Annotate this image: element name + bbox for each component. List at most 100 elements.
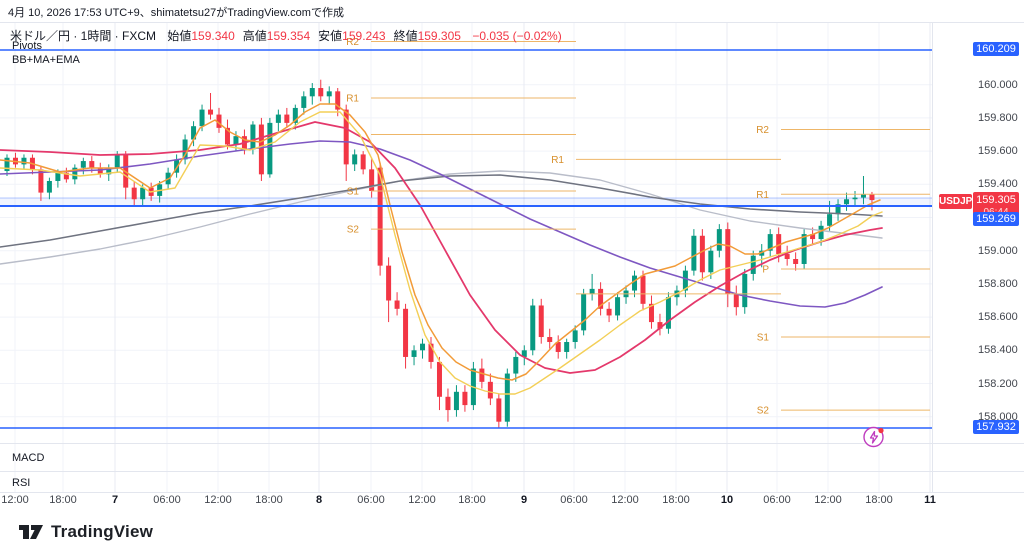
time-axis-label: 18:00 (662, 494, 690, 506)
candle-body (716, 229, 722, 251)
candle-body (699, 235, 705, 273)
price-axis-label: 160.000 (978, 78, 1018, 91)
candle-body (309, 88, 315, 97)
candle-body (776, 234, 782, 255)
candle-body (657, 322, 663, 329)
candle-body (335, 91, 341, 110)
pivot-label-S2: S2 (757, 406, 770, 417)
candle-body (496, 398, 502, 422)
time-axis-border (0, 492, 1024, 493)
candle-body (784, 254, 790, 260)
time-axis-label: 12:00 (611, 494, 639, 506)
legend-ohlc-values: 始値159.340 高値159.354 安値159.243 終値159.305 (159, 29, 461, 43)
candle-body (827, 214, 833, 226)
tradingview-logo[interactable]: TradingView (18, 521, 153, 543)
candle-body (4, 157, 10, 172)
alert-lightning-icon[interactable] (862, 425, 886, 449)
candle-body (72, 167, 78, 180)
candle-body (479, 368, 485, 382)
legend-ohlc-value: 159.354 (266, 29, 311, 43)
pivot-label-R1: R1 (346, 93, 359, 104)
candle-body (216, 114, 222, 128)
candle-body (436, 361, 442, 397)
price-line-badge: 157.932 (973, 420, 1019, 434)
candle-body (403, 308, 409, 357)
time-axis-label: 06:00 (560, 494, 588, 506)
candle-body (589, 288, 595, 294)
candle-body (318, 88, 324, 97)
time-axis-label: 18:00 (255, 494, 283, 506)
time-axis-label: 7 (111, 494, 119, 506)
candle-body (411, 350, 417, 357)
price-axis-label: 158.000 (978, 410, 1018, 423)
pivot-label-P: P (762, 264, 769, 275)
time-axis-label: 18:00 (865, 494, 893, 506)
candle-body (869, 194, 875, 201)
price-axis-label: 158.600 (978, 311, 1018, 324)
ma-yellow-line (0, 111, 883, 395)
candle-body (224, 127, 230, 145)
candle-body (708, 250, 714, 273)
candle-body (572, 330, 578, 343)
candle-body (182, 139, 188, 160)
legend-change: −0.035 (−0.02%) (472, 29, 562, 43)
candle-body (682, 270, 688, 291)
candle-body (810, 234, 816, 240)
candle-body (462, 391, 468, 406)
candle-body (648, 303, 654, 323)
candle-body (564, 342, 570, 352)
candle-body (275, 114, 281, 123)
price-line-badge: 159.269 (973, 212, 1019, 226)
indicator-label-rsi[interactable]: RSI (12, 477, 31, 489)
pane-separator-rsi[interactable] (0, 471, 1024, 472)
legend-ohlc-value: 159.305 (417, 29, 461, 43)
indicator-label-pivots[interactable]: Pivots (12, 40, 42, 52)
candle-body (733, 293, 739, 308)
price-axis-label: 159.600 (978, 145, 1018, 158)
candle-body (80, 161, 86, 168)
candle-body (835, 204, 841, 215)
price-axis-label: 158.400 (978, 344, 1018, 357)
price-line-badge: 160.209 (973, 42, 1019, 56)
candle-body (750, 255, 756, 274)
candle-body (377, 167, 383, 266)
candle-body (725, 229, 731, 294)
time-axis-label: 8 (315, 494, 323, 506)
candle-body (106, 167, 112, 175)
candle-body (63, 172, 69, 180)
candle-body (453, 391, 459, 411)
price-axis-border (932, 22, 933, 492)
candle-body (581, 293, 587, 331)
candle-body (326, 91, 332, 97)
time-axis-label: 11 (924, 494, 936, 506)
candle-body (46, 180, 52, 193)
time-axis-label: 12:00 (204, 494, 232, 506)
time-axis-label: 12:00 (814, 494, 842, 506)
candle-body (852, 197, 858, 200)
legend-symbol-title[interactable]: 米ドル／円 · 1時間 · FXCM (10, 29, 156, 43)
candle-body (89, 161, 95, 168)
ma-crimson-line (0, 121, 883, 374)
time-axis-label: 12:00 (1, 494, 29, 506)
legend-ohlc-label: 始値 (167, 29, 192, 43)
price-axis[interactable]: USDJPY 159.305 06:44 160.000159.800159.6… (933, 22, 1024, 492)
pivot-label-R2: R2 (756, 125, 769, 136)
candle-body (538, 305, 544, 338)
candle-body (21, 157, 27, 165)
indicator-label-macd[interactable]: MACD (12, 452, 45, 464)
candle-body (199, 109, 205, 127)
chart-legend: 米ドル／円 · 1時間 · FXCM 始値159.340 高値159.354 安値1… (10, 27, 562, 44)
pane-separator-macd[interactable] (0, 443, 1024, 444)
candle-body (284, 114, 290, 123)
candle-body (513, 356, 519, 374)
candle-body (352, 154, 358, 165)
time-axis[interactable]: 12:00 18:00 7 06:00 12:00 18:00 8 06:00 12:00 18:… (0, 494, 936, 510)
attribution-text: 4月 10, 2026 17:53 UTC+9、shimatetsu27がTra… (8, 7, 344, 19)
candle-body (343, 109, 349, 165)
indicator-label-bb-ma-ema[interactable]: BB+MA+EMA (12, 54, 80, 66)
time-axis-label: 06:00 (153, 494, 181, 506)
candle-body (555, 342, 561, 352)
candle-body (386, 265, 392, 301)
